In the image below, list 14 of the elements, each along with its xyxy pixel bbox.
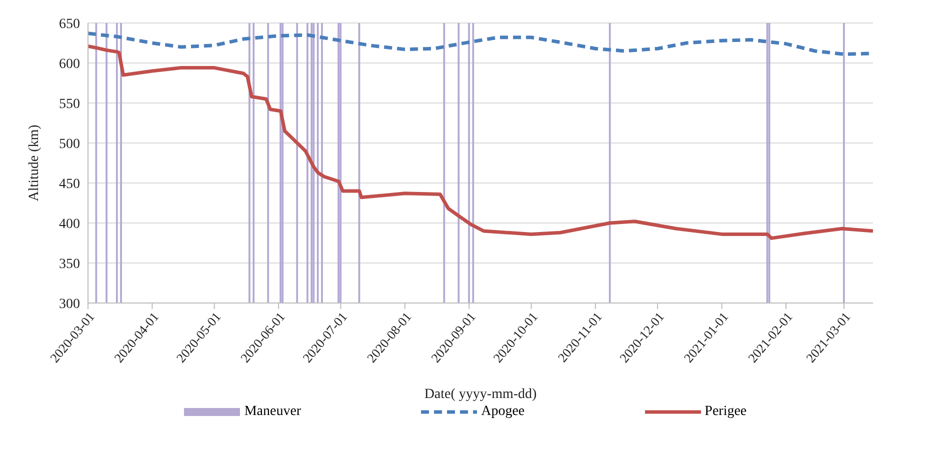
y-tick-label: 300	[59, 296, 80, 312]
y-tick-label: 350	[59, 256, 80, 272]
line-series	[88, 44, 873, 240]
y-tick-label: 450	[59, 176, 80, 192]
legend-label: Perigee	[704, 404, 747, 420]
legend-label: Apogee	[481, 404, 525, 420]
y-tick-label: 500	[59, 136, 80, 152]
y-tick-label: 600	[59, 56, 80, 72]
legend-label: Maneuver	[244, 404, 302, 420]
y-tick-label: 550	[59, 96, 80, 112]
y-axis-title: Altitude (km)	[26, 124, 42, 202]
y-tick-label: 400	[59, 216, 80, 232]
y-tick-label: 650	[59, 16, 80, 32]
x-axis-title: Date( yyyy-mm-dd)	[424, 387, 538, 402]
